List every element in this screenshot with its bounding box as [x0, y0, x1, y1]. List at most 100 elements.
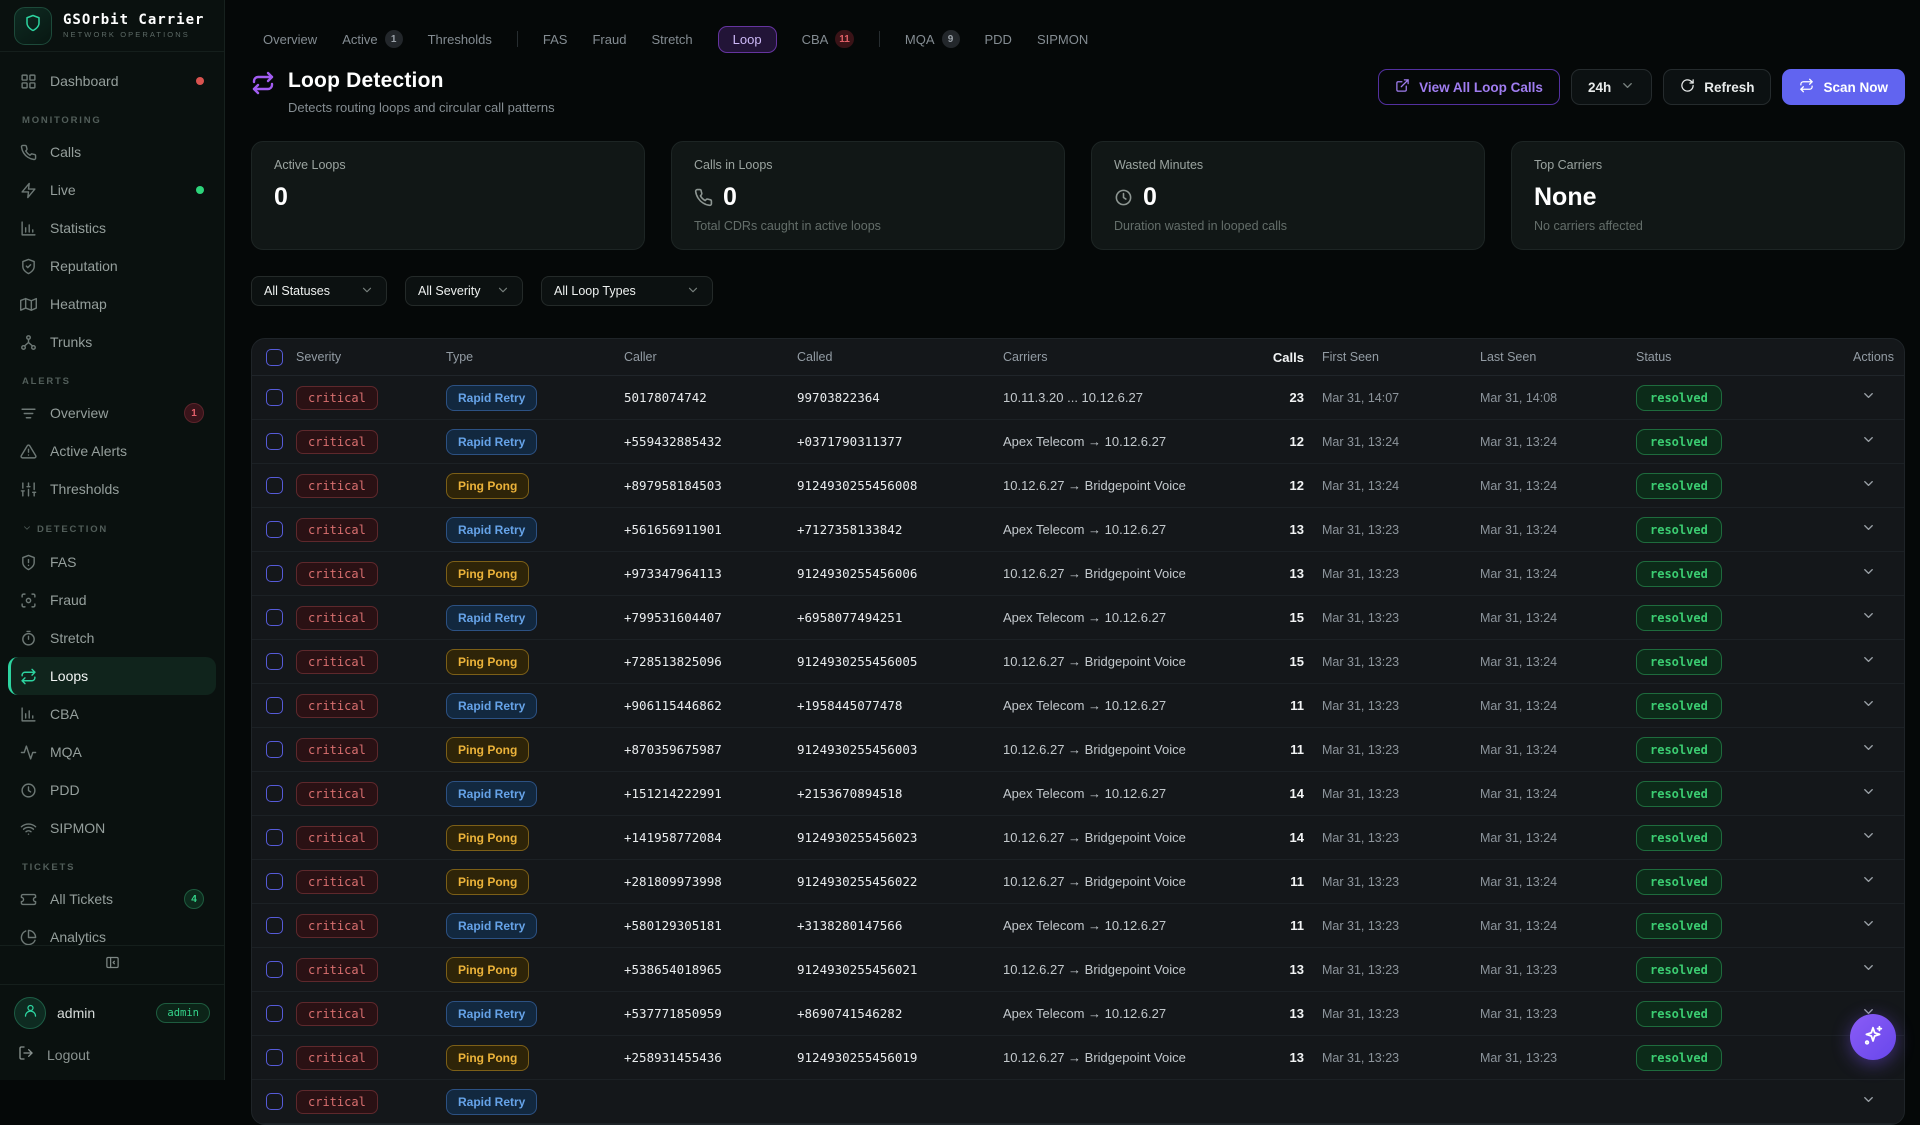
- calls-count: 13: [1242, 522, 1322, 537]
- tab-overview[interactable]: Overview: [263, 32, 317, 47]
- table-row: critical Rapid Retry +799531604407 +6958…: [252, 596, 1904, 640]
- filter-all-loop-types[interactable]: All Loop Types: [541, 276, 713, 306]
- ai-assistant-button[interactable]: [1850, 1014, 1896, 1060]
- sidebar-item-pdd[interactable]: PDD: [8, 771, 216, 809]
- tab-mqa[interactable]: MQA 9: [905, 30, 960, 48]
- column-header-status: Status: [1636, 350, 1832, 364]
- ticket-icon: [20, 891, 37, 908]
- tab-fraud[interactable]: Fraud: [592, 32, 626, 47]
- row-checkbox[interactable]: [266, 433, 283, 450]
- row-checkbox[interactable]: [266, 389, 283, 406]
- row-checkbox[interactable]: [266, 961, 283, 978]
- toolbar: View All Loop Calls 24h Refresh Scan Now: [1378, 69, 1905, 105]
- count-badge: 11: [835, 30, 854, 48]
- row-expand-button[interactable]: [1832, 916, 1904, 936]
- row-expand-button[interactable]: [1832, 872, 1904, 892]
- sidebar-item-all-tickets[interactable]: All Tickets 4: [8, 880, 216, 918]
- sidebar-item-fas[interactable]: FAS: [8, 543, 216, 581]
- sidebar-item-reputation[interactable]: Reputation: [8, 247, 216, 285]
- tab-pdd[interactable]: PDD: [985, 32, 1012, 47]
- row-expand-button[interactable]: [1832, 652, 1904, 672]
- row-expand-button[interactable]: [1832, 608, 1904, 628]
- chevron-down-icon: [1861, 432, 1876, 452]
- row-checkbox[interactable]: [266, 653, 283, 670]
- sidebar-item-fraud[interactable]: Fraud: [8, 581, 216, 619]
- row-checkbox[interactable]: [266, 477, 283, 494]
- sidebar-item-dashboard[interactable]: Dashboard: [8, 62, 216, 100]
- row-expand-button[interactable]: [1832, 784, 1904, 804]
- sidebar-item-stretch[interactable]: Stretch: [8, 619, 216, 657]
- page-header: Loop Detection Detects routing loops and…: [251, 69, 1905, 115]
- row-checkbox[interactable]: [266, 829, 283, 846]
- last-seen: Mar 31, 13:24: [1480, 523, 1636, 537]
- sidebar-item-cba[interactable]: CBA: [8, 695, 216, 733]
- row-expand-button[interactable]: [1832, 520, 1904, 540]
- first-seen: Mar 31, 13:23: [1322, 523, 1480, 537]
- row-checkbox[interactable]: [266, 741, 283, 758]
- logout-button[interactable]: Logout: [0, 1033, 224, 1080]
- nav-divider: [517, 31, 518, 47]
- row-checkbox[interactable]: [266, 917, 283, 934]
- row-expand-button[interactable]: [1832, 432, 1904, 452]
- phone-icon: [20, 144, 37, 161]
- row-expand-button[interactable]: [1832, 696, 1904, 716]
- filter-all-severity[interactable]: All Severity: [405, 276, 523, 306]
- row-checkbox[interactable]: [266, 697, 283, 714]
- view-all-loop-calls-button[interactable]: View All Loop Calls: [1378, 69, 1560, 105]
- scan-now-button[interactable]: Scan Now: [1782, 69, 1905, 105]
- row-expand-button[interactable]: [1832, 476, 1904, 496]
- sidebar-item-loops[interactable]: Loops: [8, 657, 216, 695]
- row-expand-button[interactable]: [1832, 740, 1904, 760]
- tab-sipmon[interactable]: SIPMON: [1037, 32, 1088, 47]
- sidebar-item-overview[interactable]: Overview 1: [8, 394, 216, 432]
- row-expand-button[interactable]: [1832, 960, 1904, 980]
- table-row: critical Ping Pong +870359675987 9124930…: [252, 728, 1904, 772]
- tab-loop[interactable]: Loop: [718, 26, 777, 53]
- tab-cba[interactable]: CBA 11: [802, 30, 854, 48]
- row-expand-button[interactable]: [1832, 388, 1904, 408]
- sidebar-item-heatmap[interactable]: Heatmap: [8, 285, 216, 323]
- time-range-select[interactable]: 24h: [1571, 69, 1652, 105]
- sidebar-collapse-button[interactable]: [0, 945, 224, 985]
- row-expand-button[interactable]: [1832, 1092, 1904, 1112]
- tab-fas[interactable]: FAS: [543, 32, 568, 47]
- sidebar-item-mqa[interactable]: MQA: [8, 733, 216, 771]
- first-seen: Mar 31, 13:23: [1322, 1051, 1480, 1065]
- tab-stretch[interactable]: Stretch: [651, 32, 692, 47]
- row-expand-button[interactable]: [1832, 828, 1904, 848]
- select-all-checkbox[interactable]: [266, 349, 283, 366]
- sidebar-item-active-alerts[interactable]: Active Alerts: [8, 432, 216, 470]
- user-row[interactable]: admin admin: [0, 985, 224, 1033]
- row-checkbox[interactable]: [266, 1005, 283, 1022]
- sidebar-item-sipmon[interactable]: SIPMON: [8, 809, 216, 847]
- tab-active[interactable]: Active 1: [342, 30, 402, 48]
- row-checkbox[interactable]: [266, 609, 283, 626]
- tab-thresholds[interactable]: Thresholds: [428, 32, 492, 47]
- row-checkbox[interactable]: [266, 565, 283, 582]
- status-badge: resolved: [1636, 561, 1722, 587]
- row-checkbox[interactable]: [266, 785, 283, 802]
- sidebar-item-trunks[interactable]: Trunks: [8, 323, 216, 361]
- row-checkbox[interactable]: [266, 1049, 283, 1066]
- status-badge: resolved: [1636, 781, 1722, 807]
- clock-icon: [20, 782, 37, 799]
- sidebar-item-thresholds[interactable]: Thresholds: [8, 470, 216, 508]
- filter-all-statuses[interactable]: All Statuses: [251, 276, 387, 306]
- row-checkbox[interactable]: [266, 873, 283, 890]
- table-row: critical Rapid Retry +151214222991 +2153…: [252, 772, 1904, 816]
- page-subtitle: Detects routing loops and circular call …: [288, 100, 555, 115]
- row-checkbox[interactable]: [266, 521, 283, 538]
- sidebar-item-calls[interactable]: Calls: [8, 133, 216, 171]
- severity-badge: critical: [296, 1046, 378, 1070]
- refresh-button[interactable]: Refresh: [1663, 69, 1771, 105]
- brand-logo: [14, 7, 52, 45]
- sidebar-item-live[interactable]: Live: [8, 171, 216, 209]
- sidebar-item-statistics[interactable]: Statistics: [8, 209, 216, 247]
- row-expand-button[interactable]: [1832, 564, 1904, 584]
- type-badge: Ping Pong: [446, 825, 529, 851]
- column-header-called: Called: [797, 350, 1003, 364]
- first-seen: Mar 31, 13:24: [1322, 435, 1480, 449]
- row-checkbox[interactable]: [266, 1093, 283, 1110]
- called-number: 9124930255456008: [797, 478, 1003, 493]
- logout-label: Logout: [47, 1047, 90, 1063]
